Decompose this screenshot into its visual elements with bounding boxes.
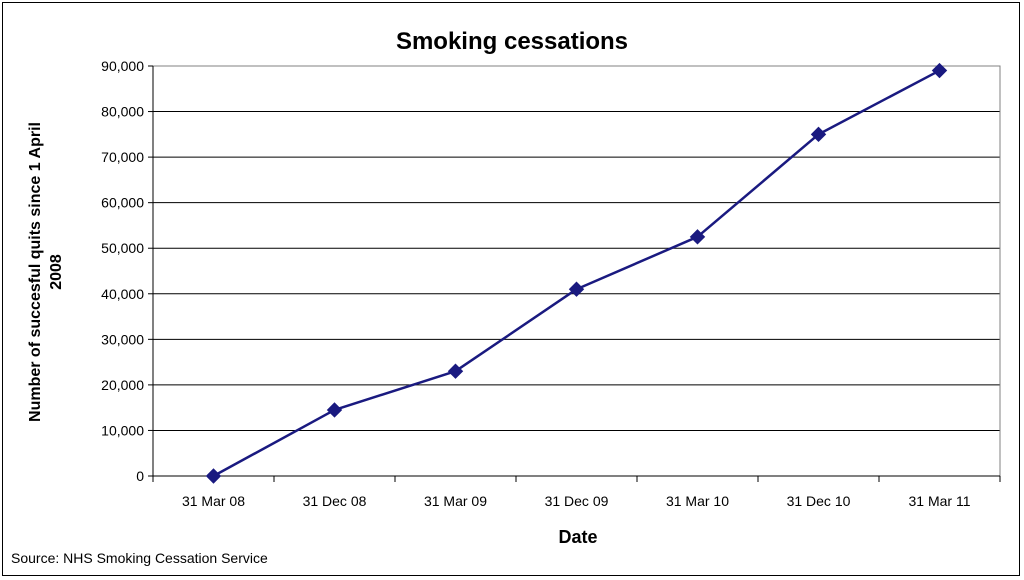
data-point-marker	[447, 363, 464, 379]
x-axis-label: Date	[558, 527, 598, 547]
series-line	[212, 69, 941, 478]
data-point-marker	[205, 468, 222, 484]
grid-lines	[153, 65, 1000, 431]
y-tick-label: 50,000	[101, 240, 144, 256]
x-tick-label: 31 Dec 09	[545, 493, 609, 509]
axes	[148, 65, 1001, 482]
y-tick-label: 60,000	[101, 195, 144, 211]
y-tick-label: 30,000	[101, 331, 144, 347]
x-tick-label: 31 Mar 08	[182, 493, 245, 509]
data-point-marker	[931, 62, 948, 79]
data-point-marker	[689, 229, 706, 245]
x-tick-label: 31 Mar 09	[424, 493, 487, 509]
y-tick-label: 10,000	[101, 422, 144, 438]
x-tick-label: 31 Dec 10	[787, 493, 851, 509]
x-tick-labels: 31 Mar 08 31 Dec 08 31 Mar 09 31 Dec 09 31 M…	[182, 493, 971, 509]
source-note: Source: NHS Smoking Cessation Service	[11, 550, 268, 566]
data-point-marker	[810, 126, 827, 143]
plot-area-border	[152, 65, 1001, 477]
y-tick-labels: 0 10,000 20,000 30,000 40,000 50,000 60,000 70,…	[101, 58, 144, 484]
y-tick-label: 20,000	[101, 377, 144, 393]
x-tick-label: 31 Mar 10	[666, 493, 729, 509]
data-point-marker	[326, 402, 343, 418]
y-tick-label: 80,000	[101, 104, 144, 120]
data-point-marker	[568, 281, 585, 297]
chart-title: Smoking cessations	[395, 28, 629, 55]
y-tick-label: 70,000	[101, 149, 144, 165]
series-layer	[205, 62, 948, 484]
y-tick-label: 40,000	[101, 286, 144, 302]
x-tick-label: 31 Mar 11	[909, 493, 971, 509]
x-tick-label: 31 Dec 08	[303, 493, 367, 509]
y-tick-label: 0	[136, 468, 144, 484]
y-tick-label: 90,000	[101, 58, 144, 74]
